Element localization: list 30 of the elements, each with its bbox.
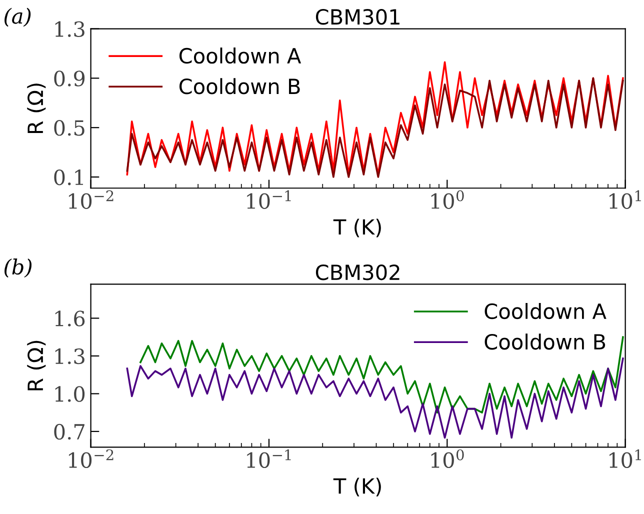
y-tick-label: 1.3 (55, 21, 84, 37)
line-series (126, 358, 624, 439)
x-tick-label: 10$^{−1}$ (247, 449, 291, 468)
line-series (126, 77, 624, 178)
legend-label: Cooldown A (484, 302, 606, 320)
x-tick-label: 10$^{−1}$ (247, 190, 291, 209)
y-tick-label: 1.6 (55, 310, 85, 326)
legend-label: Cooldown B (179, 78, 300, 94)
y-tick-label: 1.3 (55, 348, 84, 364)
x-tick-label: 10$^{1}$ (610, 190, 641, 209)
y-axis-title: R (Ω) (27, 84, 46, 134)
chart-title: CBM301 (316, 8, 400, 25)
y-tick-label: 0.9 (54, 70, 85, 86)
x-tick-label: 10$^{0}$ (431, 190, 464, 209)
legend-label: Cooldown B (484, 334, 606, 350)
x-axis-title: T (K) (333, 218, 381, 238)
x-axis-title: T (K) (333, 478, 381, 496)
y-tick-label: 1.0 (55, 386, 85, 402)
x-tick-label: 10$^{0}$ (431, 449, 464, 468)
y-axis-title: R (Ω) (27, 340, 46, 390)
y-tick-label: 0.7 (54, 424, 84, 440)
legend-label: Cooldown A (179, 48, 302, 64)
x-tick-label: 10$^{−2}$ (68, 449, 114, 468)
x-tick-label: 10$^{1}$ (610, 449, 641, 468)
chart-title: CBM302 (316, 264, 400, 280)
y-tick-label: 0.1 (54, 169, 83, 186)
text: (b) (4, 258, 32, 278)
text: (a) (4, 8, 31, 27)
x-tick-label: 10$^{−2}$ (68, 190, 114, 209)
y-tick-label: 0.5 (54, 120, 84, 136)
